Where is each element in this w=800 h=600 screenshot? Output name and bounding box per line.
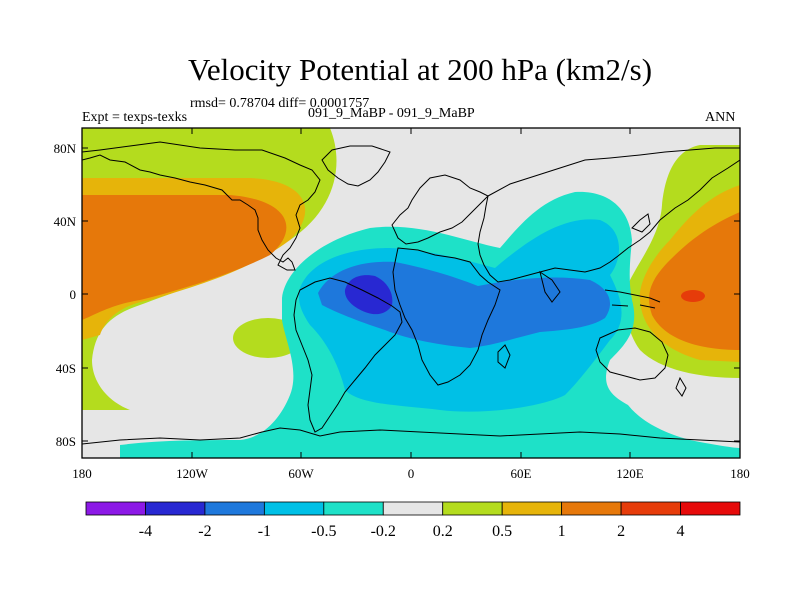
coast-india	[539, 270, 561, 303]
field-pos-2-east	[681, 290, 705, 302]
colorbar-label: -4	[139, 523, 152, 540]
field-pos-1-west	[82, 195, 287, 320]
season-label: ANN	[705, 110, 736, 125]
lon-label: 180	[730, 466, 750, 481]
plot-title: Velocity Potential at 200 hPa (km2/s)	[187, 52, 653, 87]
colorbar-swatch	[620, 501, 681, 516]
lat-label: 80N	[54, 141, 77, 156]
coast-australia	[595, 327, 669, 381]
colorbar-swatch	[204, 501, 265, 516]
colorbar-swatch	[680, 501, 741, 516]
coast-new-zealand	[675, 376, 687, 397]
coast-asia	[477, 147, 740, 283]
experiment-label: Expt = texps-texks	[82, 110, 188, 125]
lon-label: 180	[72, 466, 92, 481]
colorbar-swatch	[145, 501, 206, 516]
lon-label: 120E	[616, 466, 644, 481]
colorbar-label: 2	[617, 523, 625, 540]
colorbar-swatch	[382, 501, 444, 516]
colorbar-swatch	[263, 501, 325, 516]
coast-north-america	[82, 141, 321, 271]
lat-label: 40S	[56, 361, 76, 376]
field-pos-1-east	[649, 212, 740, 350]
lon-label: 0	[408, 466, 415, 481]
colorbar	[85, 501, 741, 516]
case-label: 091_9_MaBP - 091_9_MaBP	[308, 106, 475, 121]
field-neg-2	[344, 275, 393, 315]
colorbar-label: 0.5	[492, 523, 512, 540]
coast-south-america	[293, 277, 403, 433]
lat-label: 0	[70, 287, 77, 302]
lon-labels: 180 120W 60W 0 60E 120E 180	[72, 466, 750, 481]
coast-greenland	[321, 145, 391, 187]
lat-label: 80S	[56, 434, 76, 449]
lat-label: 40N	[54, 214, 77, 229]
coast-africa	[392, 247, 501, 386]
colorbar-label: 0.2	[433, 523, 453, 540]
colorbar-swatch	[561, 501, 622, 516]
coast-se-asia-islands	[604, 289, 661, 309]
coast-antarctica	[82, 427, 740, 445]
axis-ticks	[81, 128, 741, 458]
colorbar-swatch	[442, 501, 503, 516]
colorbar-swatch	[85, 501, 146, 516]
colorbar-label: -1	[258, 523, 271, 540]
lon-label: 60W	[288, 466, 314, 481]
lon-label: 120W	[176, 466, 209, 481]
lon-label: 60E	[511, 466, 532, 481]
field-neg-1	[318, 261, 611, 348]
colorbar-label: 1	[558, 523, 566, 540]
coastlines	[82, 141, 740, 445]
colorbar-label: 4	[677, 523, 685, 540]
contour-field	[82, 128, 740, 458]
colorbar-label: -2	[198, 523, 211, 540]
stats-text: rmsd= 0.78704 diff= 0.0001757	[190, 96, 370, 111]
coast-madagascar	[497, 344, 511, 369]
colorbar-label: -0.2	[371, 523, 396, 540]
colorbar-label: -0.5	[311, 523, 336, 540]
lat-labels: 80N 40N 0 40S 80S	[54, 141, 77, 449]
colorbar-swatch	[323, 501, 384, 516]
colorbar-swatch	[501, 501, 563, 516]
coast-japan	[631, 213, 651, 233]
colorbar-labels: -4 -2 -1 -0.5 -0.2 0.2 0.5 1 2 4	[139, 523, 685, 540]
